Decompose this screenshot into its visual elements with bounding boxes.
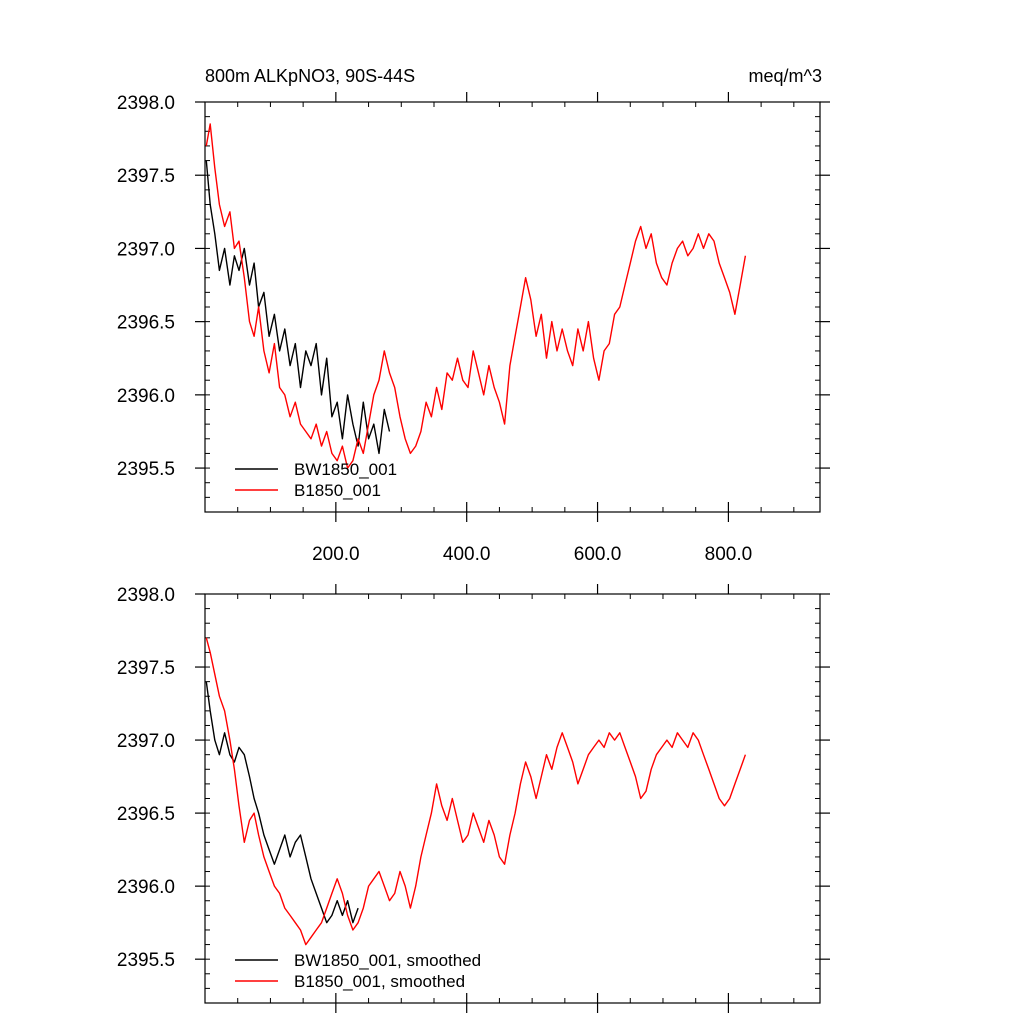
y-tick-label: 2396.0 <box>117 386 175 407</box>
legend-label: B1850_001, smoothed <box>294 972 465 991</box>
bottom-panel: 2395.5 2396.0 2396.5 2397.0 2397.5 2398.0 BW18… <box>117 584 830 1013</box>
series-line-1 <box>205 637 747 946</box>
y-tick-label: 2395.5 <box>117 950 175 971</box>
y-tick-label: 2397.0 <box>117 731 175 752</box>
y-tick-label: 2396.5 <box>117 313 175 334</box>
x-tick-label: 400.0 <box>443 544 491 565</box>
plot-frame <box>204 101 821 513</box>
x-tick-label: 200.0 <box>312 544 360 565</box>
legend-label: B1850_001 <box>294 481 381 500</box>
series-line-1 <box>205 123 747 469</box>
series-line-0 <box>205 681 359 924</box>
y-tick-label: 2397.5 <box>117 658 175 679</box>
legend-label: BW1850_001 <box>294 460 397 479</box>
y-tick-label: 2396.0 <box>117 877 175 898</box>
y-tick-label: 2396.5 <box>117 804 175 825</box>
legend-label: BW1850_001, smoothed <box>294 951 481 970</box>
x-tick-label: 800.0 <box>705 544 753 565</box>
top-panel-units: meq/m^3 <box>749 66 822 86</box>
y-tick-label: 2397.0 <box>117 239 175 260</box>
plot-frame <box>204 593 821 1004</box>
y-tick-label: 2395.5 <box>117 459 175 480</box>
y-tick-label: 2397.5 <box>117 166 175 187</box>
top-panel-title: 800m ALKpNO3, 90S-44S <box>205 66 415 86</box>
top-panel: 800m ALKpNO3, 90S-44S meq/m^3 2395.5 2396… <box>117 66 830 565</box>
y-tick-label: 2398.0 <box>117 585 175 606</box>
x-tick-label: 600.0 <box>574 544 622 565</box>
y-tick-label: 2398.0 <box>117 93 175 114</box>
series-line-0 <box>205 160 391 455</box>
